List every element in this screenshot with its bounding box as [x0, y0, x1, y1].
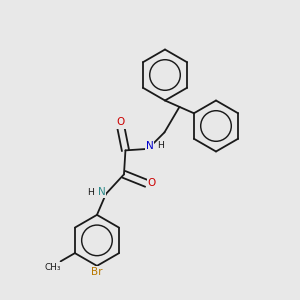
Text: H: H [88, 188, 94, 197]
Text: Br: Br [91, 268, 103, 278]
Text: H: H [157, 141, 164, 150]
Text: O: O [117, 118, 125, 128]
Text: O: O [148, 178, 156, 188]
Text: CH₃: CH₃ [45, 263, 61, 272]
Text: N: N [98, 188, 105, 197]
Text: N: N [146, 141, 153, 151]
